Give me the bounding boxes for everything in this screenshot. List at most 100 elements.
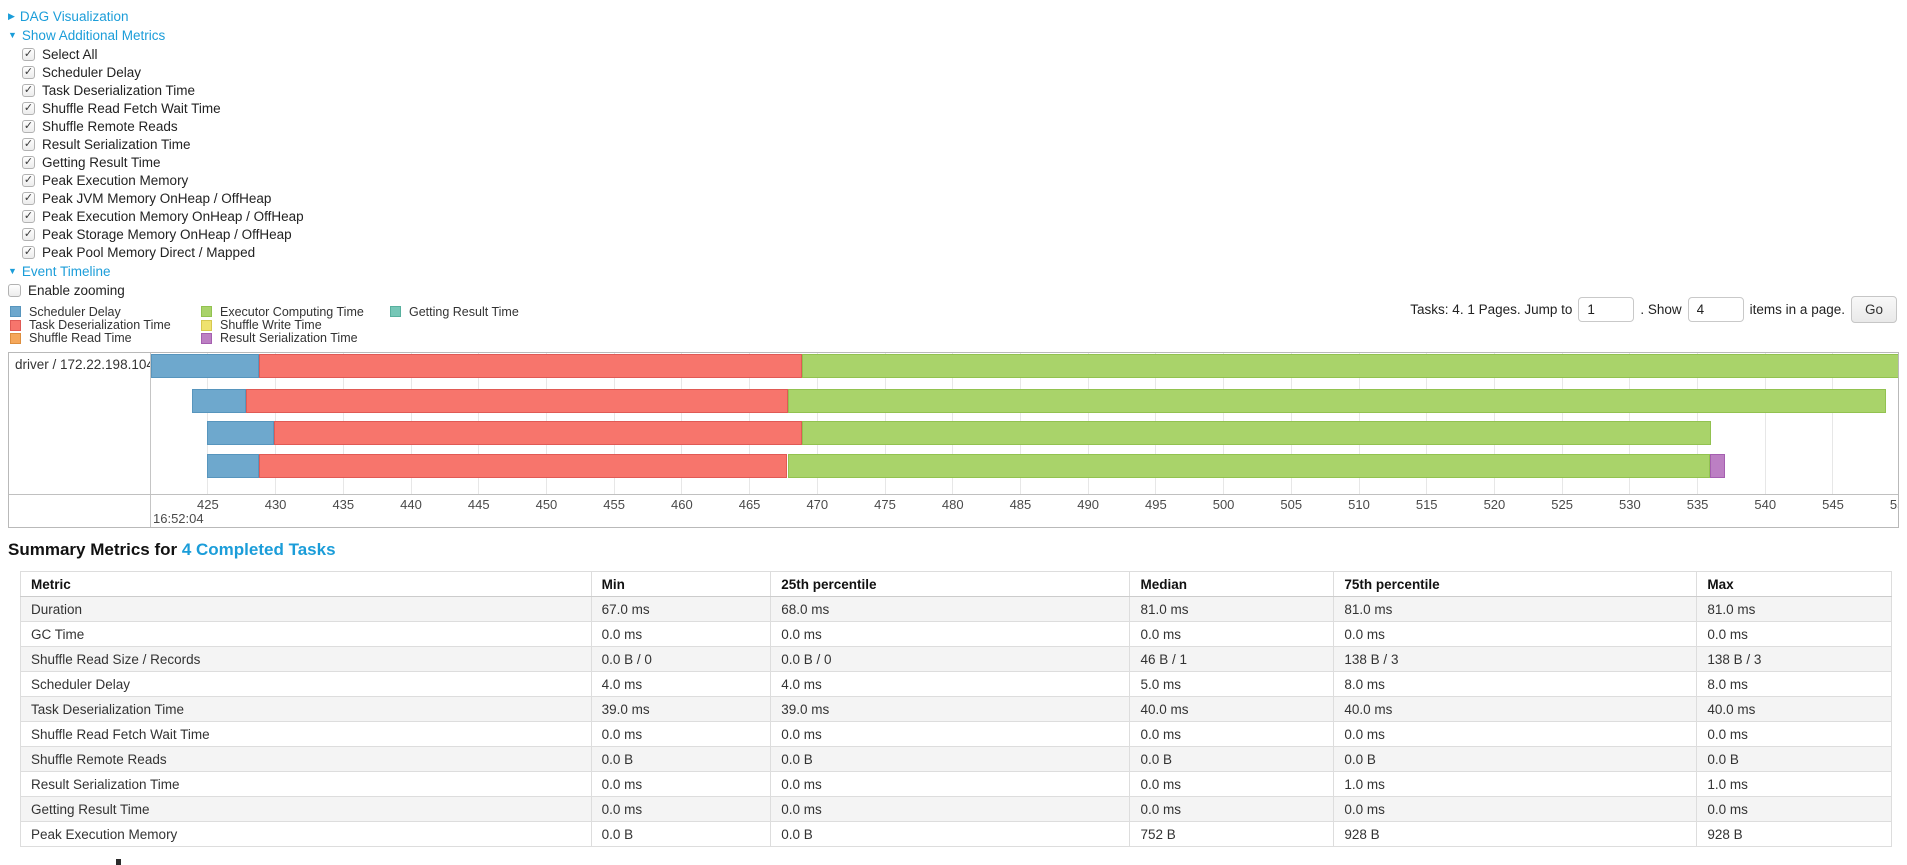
- metric-checkbox-row[interactable]: ✓ Task Deserialization Time: [22, 81, 304, 99]
- metric-checkbox-label: Shuffle Read Fetch Wait Time: [42, 100, 221, 116]
- task-bar-segment-task-deserialization[interactable]: [274, 421, 803, 445]
- task-bar-segment-task-deserialization[interactable]: [259, 354, 803, 378]
- metric-checkbox-row[interactable]: ✓ Select All: [22, 45, 304, 63]
- metric-checkbox-row[interactable]: ✓ Peak Execution Memory OnHeap / OffHeap: [22, 207, 304, 225]
- event-timeline-link[interactable]: Event Timeline: [21, 263, 111, 279]
- metric-value-cell: 4.0 ms: [590, 671, 772, 697]
- checkbox-icon[interactable]: ✓: [22, 227, 35, 241]
- metric-checkbox-label: Peak Pool Memory Direct / Mapped: [42, 244, 256, 260]
- task-bar-segment-result-serialization[interactable]: [1709, 454, 1725, 478]
- metric-value-cell: 0.0 ms: [1696, 721, 1892, 747]
- metric-checkbox-row[interactable]: ✓ Scheduler Delay: [22, 63, 304, 81]
- event-timeline-toggle[interactable]: ▼ Event Timeline: [8, 262, 304, 280]
- metric-value-cell: 0.0 ms: [1129, 621, 1335, 647]
- task-bar-segment-scheduler-delay[interactable]: [206, 421, 275, 445]
- checkbox-icon[interactable]: ✓: [22, 47, 35, 61]
- axis-tick-label: 495: [1145, 497, 1167, 512]
- legend-label: Shuffle Write Time: [220, 318, 322, 333]
- metric-value-cell: 138 B / 3: [1333, 646, 1698, 672]
- metric-value-cell: 1.0 ms: [1333, 771, 1698, 797]
- pagination-suffix-text: items in a page.: [1749, 301, 1845, 317]
- timeline-controls-panel: ▶ DAG Visualization ▼ Show Additional Me…: [8, 6, 304, 299]
- metric-value-cell: 0.0 ms: [1696, 796, 1892, 822]
- metric-value-cell: 40.0 ms: [1696, 696, 1892, 722]
- legend-label: Shuffle Read Time: [29, 331, 132, 346]
- task-bar-segment-executor-computing[interactable]: [787, 389, 1886, 413]
- legend-label: Result Serialization Time: [220, 331, 358, 346]
- axis-tick-label: 545: [1822, 497, 1844, 512]
- executor-group-label: driver / 172.22.198.104: [15, 357, 150, 372]
- metric-checkbox-row[interactable]: ✓ Shuffle Remote Reads: [22, 117, 304, 135]
- task-bar-segment-task-deserialization[interactable]: [259, 454, 788, 478]
- completed-tasks-link[interactable]: 4 Completed Tasks: [181, 540, 336, 559]
- dag-visualization-toggle[interactable]: ▶ DAG Visualization: [8, 7, 304, 25]
- table-header-cell: 25th percentile: [770, 571, 1131, 597]
- checkbox-icon[interactable]: ✓: [22, 101, 35, 115]
- metric-value-cell: 68.0 ms: [770, 596, 1131, 622]
- table-header-cell: 75th percentile: [1333, 571, 1698, 597]
- metric-value-cell: 40.0 ms: [1129, 696, 1335, 722]
- enable-zooming-row[interactable]: Enable zooming: [8, 281, 304, 299]
- event-timeline-chart[interactable]: driver / 172.22.198.104 16:52:04 425 430 4…: [8, 352, 1899, 528]
- metric-value-cell: 0.0 B / 0: [590, 646, 772, 672]
- metric-checkbox-row[interactable]: ✓ Shuffle Read Fetch Wait Time: [22, 99, 304, 117]
- axis-tick-label: 535: [1686, 497, 1709, 512]
- checkbox-icon[interactable]: ✓: [22, 155, 35, 169]
- task-bar-segment-scheduler-delay[interactable]: [206, 454, 260, 478]
- task-bar-segment-task-deserialization[interactable]: [245, 389, 788, 413]
- legend-column: Executor Computing Time Shuffle Write Tim…: [201, 305, 364, 345]
- metric-checkbox-row[interactable]: ✓ Peak Execution Memory: [22, 171, 304, 189]
- summary-metrics-heading: Summary Metrics for 4 Completed Tasks: [8, 540, 336, 560]
- checkbox-icon[interactable]: [8, 283, 21, 297]
- metric-value-cell: 81.0 ms: [1333, 596, 1698, 622]
- metric-value-cell: 0.0 B: [770, 746, 1131, 772]
- checkbox-icon[interactable]: ✓: [22, 119, 35, 133]
- metric-value-cell: 138 B / 3: [1696, 646, 1892, 672]
- metric-value-cell: 0.0 ms: [1333, 796, 1698, 822]
- checkbox-icon[interactable]: ✓: [22, 191, 35, 205]
- go-button[interactable]: Go: [1850, 295, 1897, 323]
- legend-column: Getting Result Time: [390, 305, 519, 319]
- task-bar-segment-scheduler-delay[interactable]: [151, 354, 260, 378]
- metric-value-cell: 0.0 ms: [590, 796, 772, 822]
- task-bar-segment-executor-computing[interactable]: [802, 421, 1712, 445]
- table-row: Shuffle Read Size / Records 0.0 B / 0 0.0 …: [20, 646, 1892, 672]
- show-additional-metrics-toggle[interactable]: ▼ Show Additional Metrics: [8, 26, 304, 44]
- metric-checkbox-row[interactable]: ✓ Peak Storage Memory OnHeap / OffHeap: [22, 225, 304, 243]
- timeline-plot-area[interactable]: [151, 353, 1898, 494]
- metric-value-cell: 39.0 ms: [770, 696, 1131, 722]
- axis-tick-label: 465: [738, 497, 761, 512]
- metric-value-cell: 0.0 ms: [1696, 621, 1892, 647]
- summary-metrics-table: Metric Min 25th percentile Median 75th perce…: [20, 571, 1892, 847]
- metric-checkbox-label: Getting Result Time: [42, 154, 161, 170]
- task-bar-segment-executor-computing[interactable]: [787, 454, 1710, 478]
- checkbox-icon[interactable]: ✓: [22, 65, 35, 79]
- metric-name-cell: Duration: [20, 596, 592, 622]
- metric-checkbox-row[interactable]: ✓ Getting Result Time: [22, 153, 304, 171]
- table-row: Result Serialization Time 0.0 ms 0.0 ms 0.0…: [20, 771, 1892, 797]
- show-additional-metrics-link[interactable]: Show Additional Metrics: [21, 27, 166, 43]
- metric-checkbox-row[interactable]: ✓ Peak JVM Memory OnHeap / OffHeap: [22, 189, 304, 207]
- legend-swatch-icon: [10, 306, 21, 318]
- dag-visualization-link[interactable]: DAG Visualization: [19, 8, 129, 24]
- checkbox-icon[interactable]: ✓: [22, 173, 35, 187]
- task-bar-segment-scheduler-delay[interactable]: [191, 389, 246, 413]
- checkbox-icon[interactable]: ✓: [22, 245, 35, 259]
- metric-checkbox-label: Result Serialization Time: [42, 136, 191, 152]
- jump-to-page-input[interactable]: [1578, 296, 1635, 322]
- metric-checkbox-row[interactable]: ✓ Result Serialization Time: [22, 135, 304, 153]
- metric-checkbox-row[interactable]: ✓ Peak Pool Memory Direct / Mapped: [22, 243, 304, 261]
- table-row: GC Time 0.0 ms 0.0 ms 0.0 ms 0.0 ms 0.0 ms: [20, 621, 1892, 647]
- metric-checkbox-label: Peak Execution Memory OnHeap / OffHeap: [42, 208, 304, 224]
- task-bar-segment-executor-computing[interactable]: [802, 354, 1898, 378]
- table-row: Scheduler Delay 4.0 ms 4.0 ms 5.0 ms 8.0 ms 8…: [20, 671, 1892, 697]
- metric-value-cell: 0.0 ms: [590, 771, 772, 797]
- checkbox-icon[interactable]: ✓: [22, 209, 35, 223]
- executor-label-column: driver / 172.22.198.104: [9, 353, 151, 527]
- checkbox-icon[interactable]: ✓: [22, 137, 35, 151]
- metric-value-cell: 81.0 ms: [1129, 596, 1335, 622]
- checkbox-icon[interactable]: ✓: [22, 83, 35, 97]
- metric-value-cell: 81.0 ms: [1696, 596, 1892, 622]
- table-row: Peak Execution Memory 0.0 B 0.0 B 752 B 928 …: [20, 821, 1892, 847]
- items-per-page-input[interactable]: [1687, 296, 1744, 322]
